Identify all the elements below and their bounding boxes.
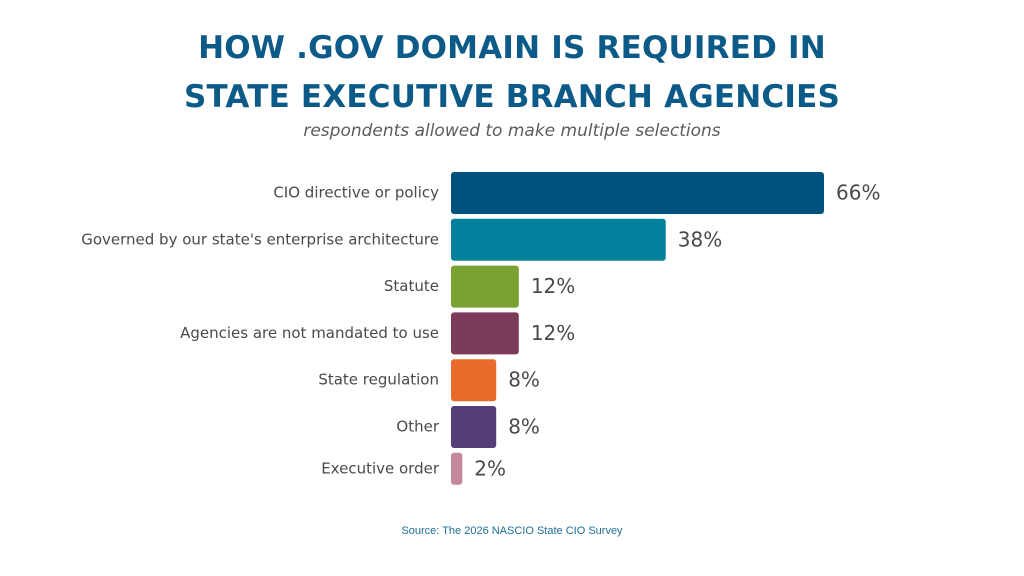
category-label-executive-order: Executive order bbox=[321, 459, 440, 477]
bar-state-regulation bbox=[451, 359, 497, 402]
value-label-agencies-are-not-mandated-to-use: 12% bbox=[531, 321, 575, 345]
chart-title-line-1: HOW .GOV DOMAIN IS REQUIRED IN bbox=[198, 30, 826, 66]
bar-agencies-are-not-mandated-to-use bbox=[451, 312, 519, 355]
category-label-statute: Statute bbox=[384, 277, 439, 295]
value-label-cio-directive-or-policy: 66% bbox=[836, 181, 880, 205]
value-label-state-regulation: 8% bbox=[508, 368, 540, 392]
value-label-governed-by-our-state-s-enterprise-architecture: 38% bbox=[678, 227, 722, 251]
chart-title-line-2: STATE EXECUTIVE BRANCH AGENCIES bbox=[183, 79, 841, 115]
value-label-statute: 12% bbox=[531, 274, 575, 298]
value-label-other: 8% bbox=[508, 415, 540, 439]
source-note: Source: The 2026 NASCIO State CIO Survey bbox=[401, 525, 623, 537]
bar-chart: CIO directive or policy 66% Governed by ou… bbox=[81, 172, 880, 485]
bar-governed-by-our-state-s-enterprise-architecture bbox=[451, 218, 666, 261]
chart-subtitle: respondents allowed to make multiple sel… bbox=[303, 121, 721, 141]
category-label-other: Other bbox=[396, 418, 439, 436]
bar-executive-order bbox=[451, 452, 463, 485]
bar-statute bbox=[451, 265, 519, 308]
value-label-executive-order: 2% bbox=[474, 456, 506, 480]
bar-cio-directive-or-policy bbox=[451, 172, 824, 214]
category-label-agencies-are-not-mandated-to-use: Agencies are not mandated to use bbox=[180, 324, 439, 342]
bar-other bbox=[451, 406, 497, 448]
category-label-governed-by-our-state-s-enterprise-architecture: Governed by our state's enterprise archi… bbox=[81, 230, 439, 248]
category-label-state-regulation: State regulation bbox=[318, 371, 439, 389]
category-label-cio-directive-or-policy: CIO directive or policy bbox=[273, 184, 439, 202]
